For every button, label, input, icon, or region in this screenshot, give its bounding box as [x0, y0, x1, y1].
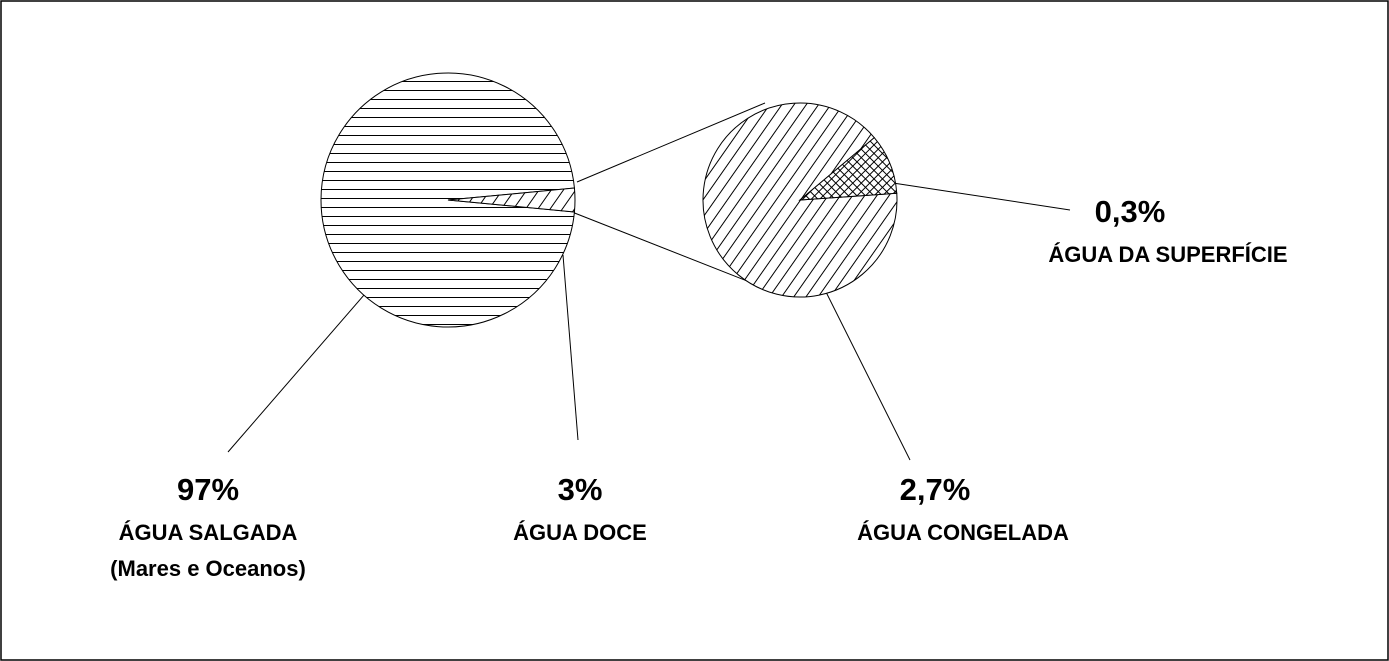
value-label: 97%: [177, 472, 239, 507]
pie-slice: [447, 187, 576, 213]
connector-line: [576, 102, 766, 183]
pie-slice: [320, 72, 575, 328]
value-label: 0,3%: [1095, 194, 1166, 229]
value-label: 3%: [558, 472, 603, 507]
category-label: ÁGUA SALGADA: [119, 520, 298, 545]
connectors: [227, 102, 1071, 461]
leader-line: [562, 254, 579, 441]
category-label: ÁGUA DA SUPERFÍCIE: [1048, 242, 1287, 267]
category-label: ÁGUA DOCE: [513, 520, 647, 545]
leader-line: [227, 264, 391, 453]
connector-line: [571, 211, 771, 291]
pie-slice: [798, 136, 898, 201]
leader-line: [892, 182, 1071, 211]
slices: [320, 72, 898, 328]
category-label: ÁGUA CONGELADA: [857, 520, 1069, 545]
leader-line: [819, 279, 911, 461]
annotation: (Mares e Oceanos): [110, 556, 306, 581]
value-label: 2,7%: [900, 472, 971, 507]
